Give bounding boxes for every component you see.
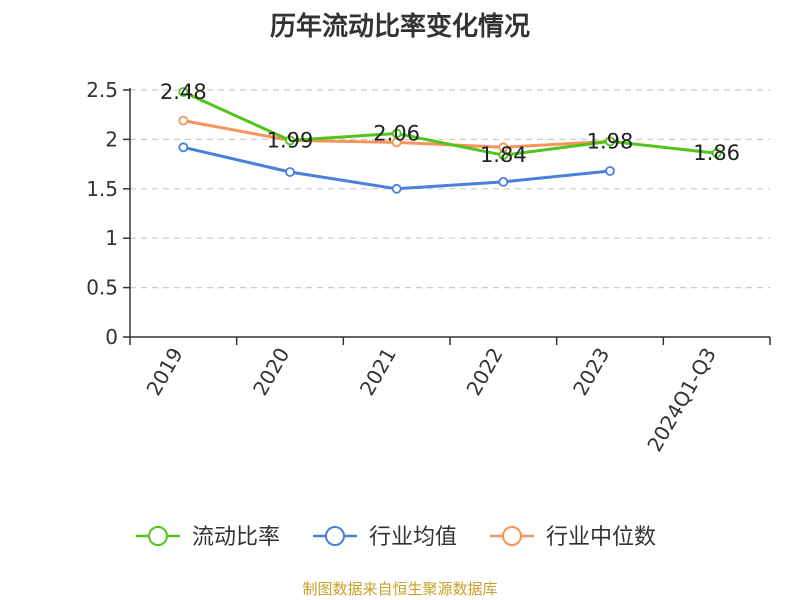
series-line — [182, 90, 717, 157]
series-lines — [178, 87, 722, 194]
data-label: 1.84 — [480, 143, 527, 167]
y-tick-label: 1 — [105, 226, 118, 250]
data-point — [391, 128, 402, 139]
data-label: 1.98 — [587, 129, 634, 153]
y-tick-label: 2.5 — [86, 78, 118, 102]
chart-title: 历年流动比率变化情况 — [269, 12, 530, 42]
data-label: 2.06 — [373, 121, 420, 145]
axes: 0 0.5 1 1.5 2 2.5 2019 2020 2021 2022 2023 2024Q1-Q… — [86, 78, 771, 456]
data-point — [285, 167, 295, 177]
data-labels: 2.48 1.99 2.06 1.84 1.98 1.86 — [160, 80, 740, 167]
data-point — [285, 135, 295, 146]
legend-item: 流动比率 — [136, 525, 280, 550]
legend: 流动比率 行业均值 行业中位数 — [136, 525, 656, 550]
data-point — [711, 148, 722, 159]
data-label: 2.48 — [160, 80, 207, 104]
data-point — [605, 136, 615, 147]
data-label: 1.99 — [267, 128, 314, 152]
x-tick-label: 2023 — [568, 344, 614, 400]
legend-item: 行业中位数 — [490, 525, 656, 550]
legend-label: 行业中位数 — [546, 525, 656, 550]
legend-label: 行业均值 — [369, 525, 457, 550]
data-point — [178, 87, 189, 97]
x-tick-label: 2020 — [248, 344, 294, 400]
data-label: 1.86 — [693, 141, 740, 165]
x-tick-label: 2021 — [355, 344, 401, 400]
y-tick-label: 2 — [105, 127, 118, 151]
data-point — [498, 176, 509, 187]
y-tick-label: 0.5 — [86, 276, 118, 300]
series-line — [182, 145, 611, 191]
y-tick-label: 0 — [105, 325, 118, 349]
x-tick-label: 2019 — [141, 344, 187, 400]
legend-label: 流动比率 — [192, 525, 280, 550]
legend-marker — [502, 526, 522, 546]
legend-marker — [148, 526, 168, 546]
gridlines — [130, 89, 770, 289]
legend-marker — [325, 526, 345, 546]
x-tick-label: 2022 — [461, 344, 507, 400]
y-tick-label: 1.5 — [86, 177, 118, 201]
data-point — [605, 166, 615, 176]
data-point — [391, 183, 402, 194]
data-point — [498, 150, 509, 161]
legend-item: 行业均值 — [313, 525, 457, 550]
source-note: 制图数据来自恒生聚源数据库 — [302, 580, 498, 598]
x-tick-label: 2024Q1-Q3 — [642, 344, 721, 456]
data-point — [178, 115, 189, 126]
data-point — [178, 142, 189, 153]
